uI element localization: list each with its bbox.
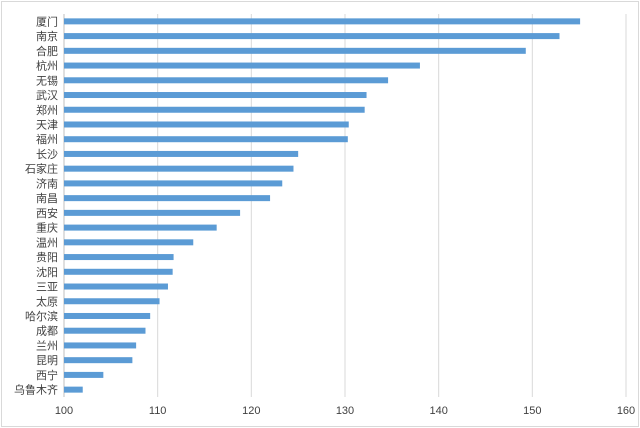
category-label: 福州 [36, 132, 58, 146]
bar [64, 224, 217, 231]
category-label: 贵阳 [36, 251, 58, 264]
x-tick-label: 140 [429, 405, 447, 417]
x-tick-label: 120 [242, 405, 260, 417]
category-label: 西宁 [36, 368, 58, 382]
category-label: 西安 [36, 206, 58, 220]
category-label: 济南 [36, 176, 58, 190]
category-label: 南京 [36, 29, 58, 43]
x-tick-label: 100 [55, 405, 73, 417]
bar [64, 195, 271, 202]
category-label: 成都 [36, 325, 58, 338]
category-label: 哈尔滨 [25, 309, 58, 323]
bar [64, 106, 365, 113]
bar [64, 33, 560, 40]
bar [64, 165, 294, 172]
x-tick-label: 150 [523, 405, 541, 417]
category-label: 合肥 [36, 44, 58, 58]
bar [64, 342, 137, 349]
category-label: 温州 [36, 236, 58, 249]
category-label: 石家庄 [25, 162, 58, 176]
category-label: 沈阳 [36, 265, 58, 279]
bar [64, 136, 348, 143]
category-label: 昆明 [36, 354, 58, 367]
x-tick-label: 160 [617, 405, 635, 417]
bar [64, 92, 367, 99]
category-label: 兰州 [36, 339, 58, 352]
category-label: 乌鲁木齐 [14, 383, 58, 397]
bar [64, 239, 194, 246]
category-label: 南昌 [36, 192, 58, 205]
category-label: 郑州 [36, 103, 58, 117]
bar [64, 62, 420, 69]
bar [64, 312, 151, 319]
bar [64, 209, 241, 216]
bar [64, 77, 389, 84]
bar [64, 268, 173, 275]
category-label: 太原 [36, 295, 58, 308]
bar [64, 386, 83, 393]
category-label: 杭州 [36, 59, 58, 73]
category-label: 天津 [36, 118, 58, 131]
category-label: 厦门 [36, 14, 58, 28]
bar [64, 327, 146, 334]
category-label: 武汉 [36, 89, 58, 102]
category-label: 三亚 [36, 281, 58, 294]
bar [64, 254, 174, 261]
bar [64, 371, 104, 378]
bar [64, 18, 581, 25]
bar [64, 47, 526, 54]
bar [64, 298, 160, 305]
bar [64, 180, 283, 187]
category-label: 无锡 [36, 73, 58, 87]
bar [64, 357, 133, 364]
x-tick-label: 110 [149, 405, 167, 417]
x-tick-label: 130 [336, 405, 354, 417]
bar [64, 121, 349, 128]
bar [64, 283, 168, 290]
bar [64, 150, 299, 157]
category-label: 重庆 [36, 221, 58, 235]
category-label: 长沙 [36, 148, 58, 161]
